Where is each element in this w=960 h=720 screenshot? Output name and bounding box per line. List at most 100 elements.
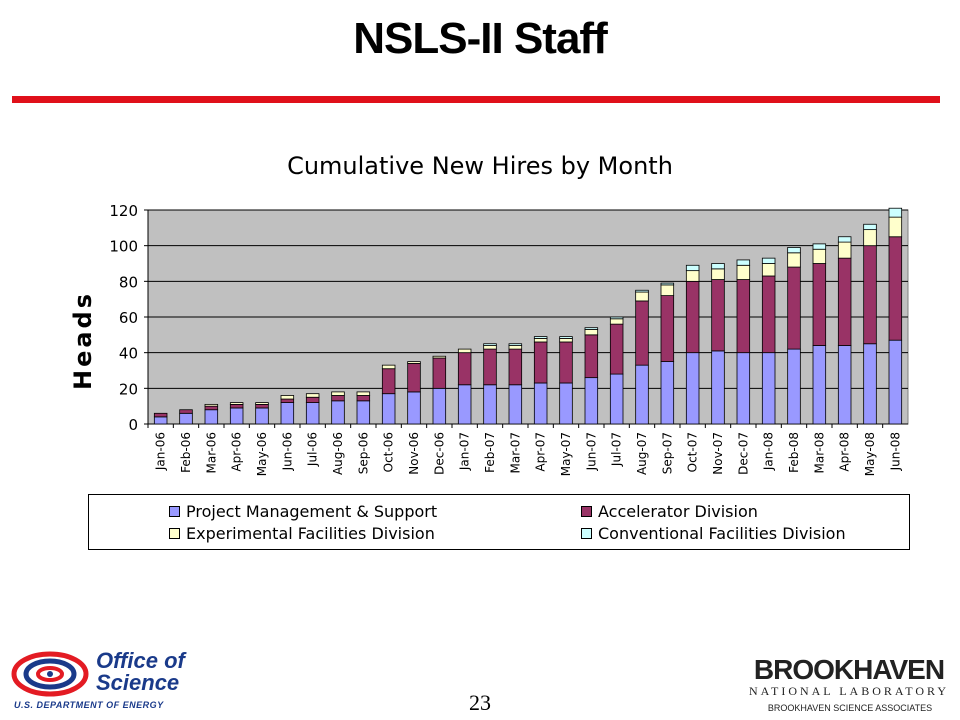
brookhaven-logo: BROOKHAVEN bbox=[753, 654, 945, 685]
chart-title: Cumulative New Hires by Month bbox=[287, 152, 673, 180]
bar-segment bbox=[533, 337, 548, 343]
bar-stack-jun-08 bbox=[888, 207, 903, 425]
x-tick-label: Jun-07 bbox=[584, 432, 598, 471]
x-tick-label: Mar-06 bbox=[204, 432, 218, 473]
bar-segment bbox=[660, 361, 675, 425]
legend-item-project-management: Project Management & Support bbox=[169, 502, 437, 522]
bar-segment bbox=[787, 252, 801, 268]
y-tick-label: 100 bbox=[109, 238, 138, 256]
bar-segment bbox=[432, 355, 447, 359]
bar-segment bbox=[483, 345, 497, 350]
bar-stack-sep-06 bbox=[356, 391, 371, 425]
bar-segment bbox=[609, 323, 624, 375]
bar-stack-jun-07 bbox=[584, 327, 599, 425]
bar-stack-dec-06 bbox=[432, 355, 447, 425]
bar-segment bbox=[888, 236, 903, 341]
bar-stack-feb-06 bbox=[179, 409, 193, 425]
title-rule bbox=[12, 96, 940, 103]
x-tick-label: Sep-06 bbox=[356, 432, 370, 474]
bar-segment bbox=[457, 348, 472, 354]
x-tick-label: May-08 bbox=[863, 432, 877, 476]
bar-segment bbox=[356, 395, 371, 402]
bar-segment bbox=[736, 259, 751, 266]
x-tick-label: Jan-08 bbox=[762, 432, 776, 471]
bar-segment bbox=[204, 403, 219, 407]
x-tick-label: Jul-06 bbox=[306, 432, 320, 467]
legend-swatch bbox=[169, 528, 180, 539]
x-tick-label: Nov-06 bbox=[407, 432, 421, 475]
bar-segment bbox=[761, 257, 776, 264]
x-tick-label: Aug-06 bbox=[331, 432, 345, 475]
bar-segment bbox=[407, 391, 421, 425]
bar-stack-may-06 bbox=[255, 402, 269, 425]
bar-segment bbox=[153, 412, 168, 418]
bar-segment bbox=[837, 236, 852, 243]
bar-segment bbox=[381, 393, 396, 425]
bar-segment bbox=[331, 400, 345, 425]
bar-segment bbox=[736, 264, 751, 280]
bar-stack-nov-07 bbox=[711, 263, 725, 425]
legend-label: Project Management & Support bbox=[186, 502, 438, 521]
bar-segment bbox=[685, 264, 700, 272]
x-tick-label: Nov-07 bbox=[711, 432, 725, 475]
bar-segment bbox=[711, 263, 725, 270]
legend-item-conventional: Conventional Facilities Division bbox=[581, 524, 846, 544]
bar-segment bbox=[457, 384, 472, 425]
bar-segment bbox=[508, 348, 523, 386]
bar-segment bbox=[280, 395, 295, 400]
chart-legend: Project Management & Support Accelerator… bbox=[88, 494, 910, 550]
y-axis-ticks: 0 20 40 60 80 100 120 bbox=[109, 202, 908, 434]
bar-segment bbox=[331, 395, 345, 402]
bar-segment bbox=[812, 345, 827, 425]
bar-segment bbox=[331, 391, 345, 396]
bar-segment bbox=[508, 343, 523, 346]
bar-segment bbox=[863, 343, 877, 425]
doe-text: U.S. DEPARTMENT OF ENERGY bbox=[14, 700, 164, 710]
bar-segment bbox=[407, 362, 421, 393]
bar-segment bbox=[305, 402, 320, 425]
bar-segment bbox=[508, 384, 523, 425]
x-tick-label: Dec-07 bbox=[736, 432, 750, 475]
bar-segment bbox=[533, 341, 548, 384]
bar-segment bbox=[660, 282, 675, 286]
bar-segment bbox=[356, 391, 371, 396]
brookhaven-subtitle: NATIONAL LABORATORY bbox=[748, 684, 949, 698]
bar-segment bbox=[609, 316, 624, 320]
bar-stack-jul-06 bbox=[305, 393, 320, 425]
legend-swatch bbox=[169, 506, 180, 517]
x-tick-label: Feb-06 bbox=[179, 432, 193, 473]
bar-segment bbox=[280, 402, 295, 425]
bar-segment bbox=[711, 279, 725, 352]
bar-stack-mar-06 bbox=[204, 403, 219, 425]
y-tick-label: 80 bbox=[119, 273, 138, 291]
x-tick-label: Mar-07 bbox=[508, 432, 522, 473]
bar-stack-mar-07 bbox=[508, 343, 523, 425]
bar-segment bbox=[229, 402, 244, 405]
bar-stack-aug-06 bbox=[331, 391, 345, 425]
bar-segment bbox=[685, 352, 700, 425]
x-tick-label: Mar-08 bbox=[812, 432, 826, 473]
bar-stack-oct-07 bbox=[685, 264, 700, 425]
bar-segment bbox=[837, 257, 852, 346]
y-tick-label: 40 bbox=[119, 345, 138, 363]
bar-segment bbox=[685, 270, 700, 282]
bar-segment bbox=[584, 327, 599, 330]
bar-stack-may-07 bbox=[559, 336, 573, 425]
bar-stack-may-08 bbox=[863, 223, 877, 425]
bar-stack-jan-06 bbox=[153, 412, 168, 425]
bar-segment bbox=[204, 405, 219, 411]
bar-segment bbox=[711, 350, 725, 425]
bar-stack-nov-06 bbox=[407, 361, 421, 425]
y-tick-label: 120 bbox=[109, 202, 138, 220]
bar-segment bbox=[381, 368, 396, 395]
bar-segment bbox=[761, 352, 776, 425]
office-of-science-logo bbox=[11, 651, 89, 697]
bar-segment bbox=[280, 398, 295, 403]
bar-segment bbox=[736, 352, 751, 425]
bar-segment bbox=[255, 407, 269, 425]
bar-segment bbox=[761, 263, 776, 277]
x-tick-label: Aug-07 bbox=[635, 432, 649, 475]
x-tick-label: Jun-08 bbox=[888, 432, 902, 471]
bar-segment bbox=[229, 403, 244, 409]
bar-segment bbox=[863, 245, 877, 345]
